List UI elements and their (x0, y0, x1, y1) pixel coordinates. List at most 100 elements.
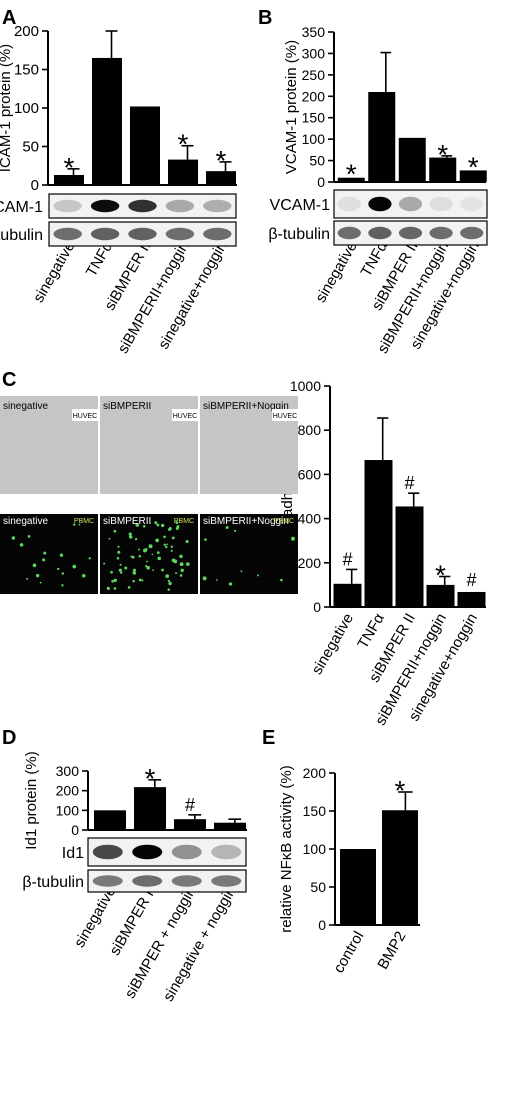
category-label: BMP2 (374, 929, 409, 973)
fluorescent-cell (156, 551, 160, 555)
micrograph-tag: PBMC (74, 518, 94, 525)
fluorescent-cell (165, 574, 170, 579)
blot-band (337, 196, 361, 212)
panel-label-c: C (2, 369, 16, 391)
fluorescent-cell (280, 578, 283, 582)
panel-label-a: A (2, 7, 16, 29)
bar (382, 810, 418, 925)
significance-marker: # (466, 570, 476, 590)
blot-band (53, 199, 82, 213)
fluorescent-cell (118, 568, 122, 572)
fluorescent-cell (43, 551, 47, 555)
fluorescent-cell (146, 566, 150, 570)
y-axis-title: relative NFκB activity (%) (278, 765, 295, 933)
bar (337, 177, 365, 182)
bar (426, 584, 455, 607)
fluorescent-cell (151, 553, 154, 556)
y-tick-label: 200 (302, 88, 326, 104)
blot-label: VCAM-1 (270, 197, 331, 214)
fluorescent-cell (116, 556, 120, 560)
significance-marker: * (435, 560, 446, 591)
fluorescent-cell (145, 565, 148, 568)
y-axis-title: ICAM-1 protein (%) (0, 44, 14, 172)
fluorescent-cell (167, 588, 170, 591)
blot-band (460, 226, 484, 240)
bar (130, 106, 160, 185)
micrograph-tag: HUVEC (73, 413, 98, 420)
fluorescent-cell (57, 567, 60, 571)
fluorescent-cell (155, 538, 159, 543)
y-tick-label: 400 (298, 511, 322, 527)
micrograph-tag-box (272, 409, 298, 421)
fluorescent-cell (175, 521, 179, 524)
y-tick-label: 100 (303, 841, 327, 857)
blot-band (90, 199, 120, 213)
fluorescent-cell (134, 537, 138, 541)
micrograph-tag: PBMC (274, 518, 294, 525)
significance-marker: * (437, 139, 448, 170)
bar (368, 92, 396, 182)
blot-label: β-tubulin (0, 227, 43, 244)
fluorescent-cell (117, 550, 121, 554)
fluorescent-cell (138, 555, 142, 558)
fluorescent-cell (61, 584, 64, 587)
bar (206, 171, 236, 185)
bar (94, 810, 126, 830)
y-tick-label: 50 (309, 153, 325, 169)
fluorescent-cell (27, 534, 31, 538)
y-tick-label: 100 (14, 100, 39, 117)
panel-label-b: B (258, 7, 272, 29)
blot-label: ICAM-1 (0, 199, 43, 216)
fluorescent-cell (26, 577, 29, 580)
fluorescent-cell (234, 529, 237, 532)
fluorescent-cell (106, 586, 110, 590)
blot-band (211, 844, 242, 860)
significance-marker: * (216, 145, 227, 176)
y-axis-title: Id1 protein (%) (23, 751, 40, 849)
blot-frame (87, 869, 247, 893)
y-tick-label: 150 (302, 110, 326, 126)
fluorescent-cell (103, 562, 106, 565)
y-tick-label: 300 (302, 45, 326, 61)
fluorescent-cell (163, 535, 166, 539)
fluorescent-cell (135, 523, 140, 527)
fluorescent-cell (145, 548, 148, 551)
category-label: sinegative+noggin (155, 239, 230, 353)
fluorescent-cell (131, 555, 135, 559)
blot-band (171, 875, 202, 887)
chart-e: 0 50 100 150 200 relative NFκB activity (%) co… (278, 765, 420, 976)
blot-band (171, 844, 202, 860)
micrograph-tag-box (72, 409, 98, 421)
blot-band (398, 196, 423, 212)
micrograph-label: siBMPERII (103, 401, 151, 412)
fluorescent-cell (186, 562, 190, 566)
blot-label: Id1 (62, 845, 84, 862)
fluorescent-cell (179, 562, 184, 567)
y-tick-label: 150 (14, 62, 39, 79)
significance-marker: * (468, 151, 479, 182)
fluorescent-cell (215, 579, 218, 581)
fluorescent-cell (168, 581, 172, 586)
micrograph-tag-box (172, 409, 198, 421)
significance-marker: # (342, 549, 352, 569)
fluorescent-cell (173, 559, 178, 564)
blot-label: β-tubulin (268, 226, 330, 243)
category-label: sinegative + noggin (160, 884, 240, 1005)
bar (364, 460, 393, 607)
fluorescent-cell (19, 543, 24, 547)
y-tick-label: 0 (317, 174, 325, 190)
blot-frame (333, 189, 488, 219)
blot-band (368, 226, 392, 240)
blot-band (132, 875, 163, 887)
fluorescent-cell (72, 564, 77, 569)
bar (333, 583, 362, 607)
fluorescent-cell (204, 538, 207, 541)
fluorescent-cell (138, 548, 140, 551)
blot-band (53, 227, 82, 241)
fluorescent-cell (160, 523, 165, 528)
fluorescent-cell (138, 578, 142, 582)
blot-band (203, 199, 232, 213)
fluorescent-cell (88, 557, 91, 560)
y-tick-label: 50 (310, 879, 326, 895)
bar (457, 591, 486, 607)
